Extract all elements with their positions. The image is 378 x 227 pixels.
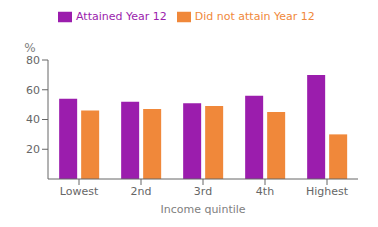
- svg-text:%: %: [24, 41, 35, 55]
- svg-text:60: 60: [26, 84, 40, 97]
- svg-text:20: 20: [26, 143, 40, 156]
- svg-text:Highest: Highest: [306, 185, 349, 198]
- html-text:Attained Year 12: Attained Year 12: [76, 10, 167, 23]
- svg-text:3rd: 3rd: [194, 185, 212, 198]
- svg-text:4th: 4th: [256, 185, 274, 198]
- svg-text:40: 40: [26, 113, 40, 126]
- svg-text:80: 80: [26, 54, 40, 67]
- svg-text:Lowest: Lowest: [60, 185, 99, 198]
- svg-text:Income quintile: Income quintile: [160, 203, 245, 216]
- svg-text:2nd: 2nd: [131, 185, 152, 198]
- html-text:Did not attain Year 12: Did not attain Year 12: [194, 10, 315, 23]
